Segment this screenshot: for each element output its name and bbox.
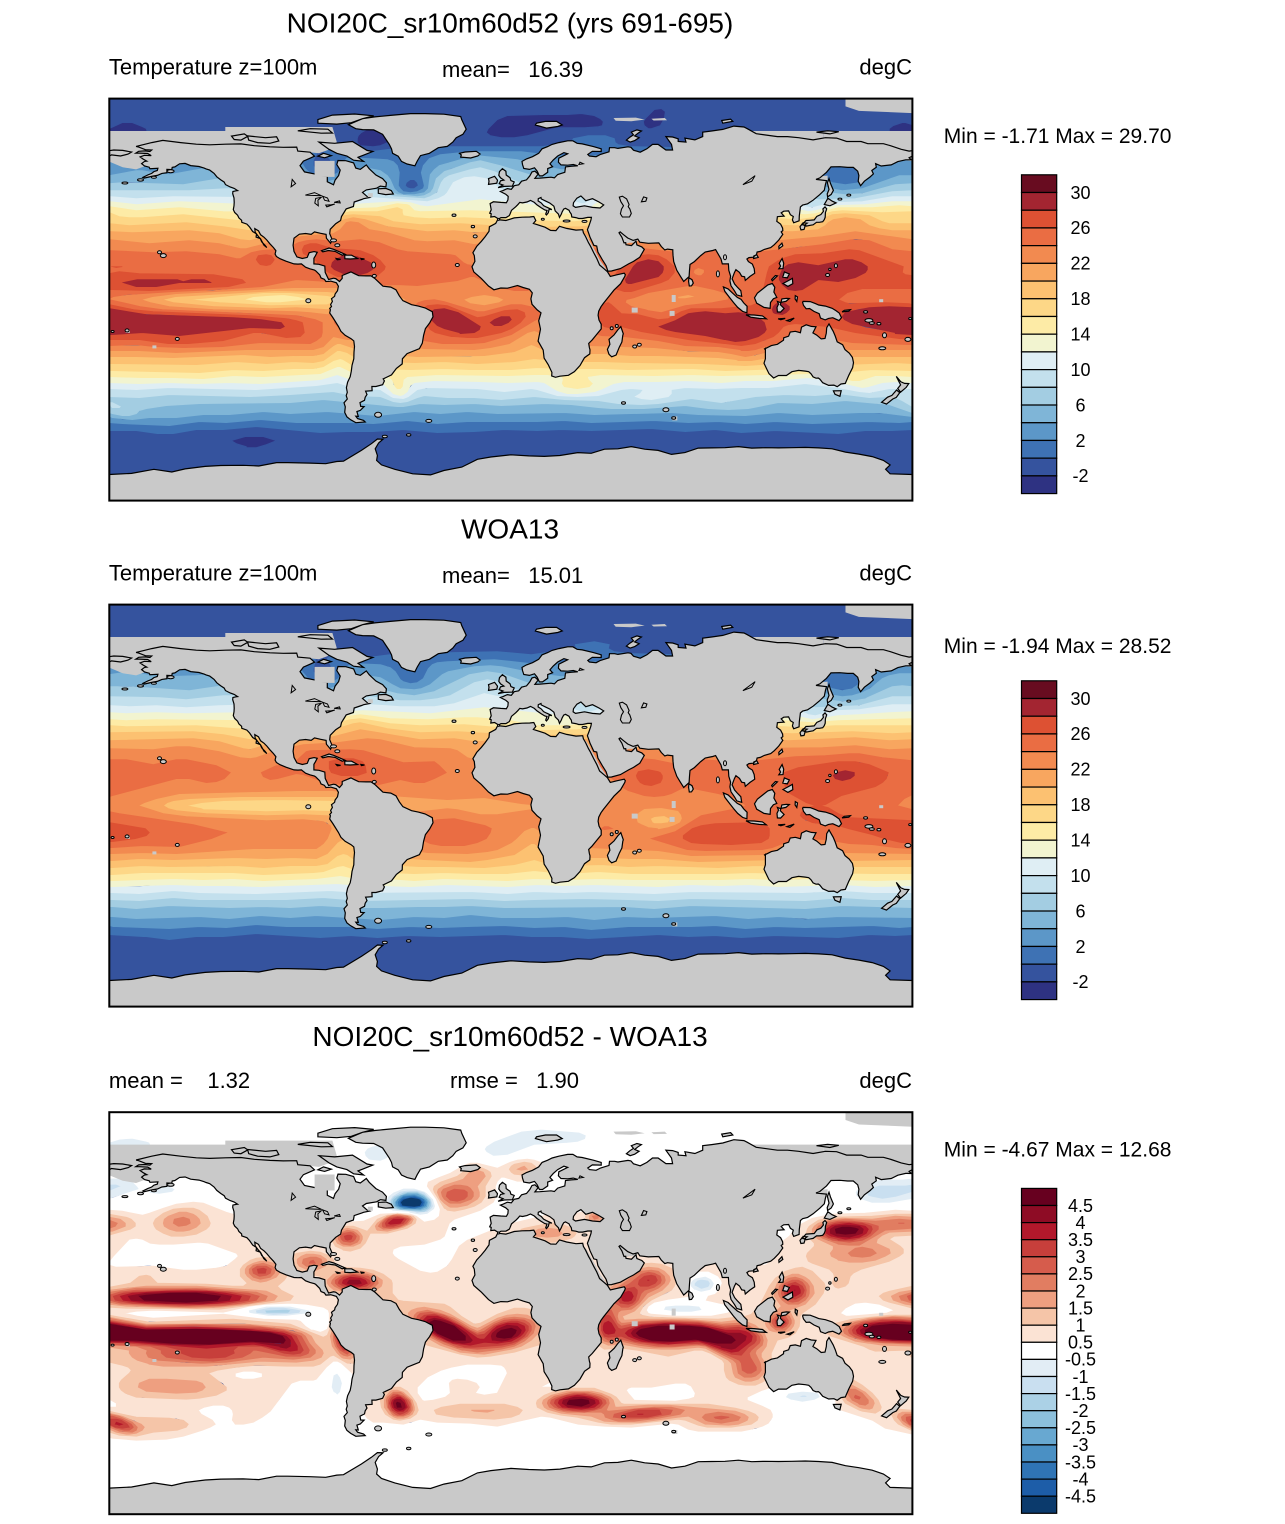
svg-text:6: 6 (1075, 901, 1085, 921)
svg-text:18: 18 (1070, 795, 1090, 815)
svg-text:rmse = 1.90: rmse = 1.90 (450, 1068, 579, 1093)
svg-text:6: 6 (1075, 395, 1085, 415)
svg-text:1.5: 1.5 (1068, 1298, 1093, 1318)
svg-text:-4: -4 (1072, 1469, 1088, 1489)
svg-text:Min = -1.71 Max = 29.70: Min = -1.71 Max = 29.70 (944, 125, 1172, 148)
svg-text:2: 2 (1075, 1281, 1085, 1301)
svg-text:22: 22 (1070, 254, 1090, 274)
svg-text:-2: -2 (1072, 466, 1088, 486)
svg-text:18: 18 (1070, 289, 1090, 309)
svg-text:-2: -2 (1072, 1401, 1088, 1421)
svg-text:mean= 16.39: mean= 16.39 (442, 57, 583, 82)
svg-text:mean = 1.32: mean = 1.32 (109, 1068, 250, 1093)
svg-text:mean= 15.01: mean= 15.01 (442, 563, 583, 588)
svg-text:NOI20C_sr10m60d52 - WOA13: NOI20C_sr10m60d52 - WOA13 (312, 1021, 707, 1052)
svg-text:Min = -1.94 Max = 28.52: Min = -1.94 Max = 28.52 (944, 635, 1172, 658)
svg-text:2.5: 2.5 (1068, 1264, 1093, 1284)
svg-text:NOI20C_sr10m60d52 (yrs 691-695: NOI20C_sr10m60d52 (yrs 691-695) (287, 8, 734, 39)
svg-text:30: 30 (1070, 183, 1090, 203)
svg-text:-3: -3 (1072, 1435, 1088, 1455)
svg-text:14: 14 (1070, 325, 1090, 345)
svg-text:2: 2 (1075, 431, 1085, 451)
svg-text:-3.5: -3.5 (1065, 1452, 1096, 1472)
svg-text:-1.5: -1.5 (1065, 1384, 1096, 1404)
svg-text:10: 10 (1070, 360, 1090, 380)
svg-text:4.5: 4.5 (1068, 1196, 1093, 1216)
svg-text:Temperature z=100m: Temperature z=100m (109, 561, 318, 586)
svg-text:WOA13: WOA13 (461, 514, 559, 545)
svg-text:26: 26 (1070, 724, 1090, 744)
svg-text:Min = -4.67 Max = 12.68: Min = -4.67 Max = 12.68 (944, 1139, 1172, 1162)
svg-text:10: 10 (1070, 866, 1090, 886)
svg-text:30: 30 (1070, 689, 1090, 709)
svg-text:-2: -2 (1072, 972, 1088, 992)
svg-text:3: 3 (1075, 1247, 1085, 1267)
svg-text:-2.5: -2.5 (1065, 1418, 1096, 1438)
svg-text:4: 4 (1075, 1213, 1085, 1233)
svg-text:0.5: 0.5 (1068, 1333, 1093, 1353)
svg-text:Temperature z=100m: Temperature z=100m (109, 55, 318, 80)
svg-text:2: 2 (1075, 937, 1085, 957)
svg-text:1: 1 (1075, 1316, 1085, 1336)
svg-text:degC: degC (859, 561, 912, 586)
svg-text:3.5: 3.5 (1068, 1230, 1093, 1250)
svg-text:14: 14 (1070, 831, 1090, 851)
svg-text:26: 26 (1070, 218, 1090, 238)
svg-text:22: 22 (1070, 760, 1090, 780)
svg-text:degC: degC (859, 1068, 912, 1093)
svg-text:degC: degC (859, 55, 912, 80)
svg-text:-4.5: -4.5 (1065, 1487, 1096, 1507)
svg-text:-0.5: -0.5 (1065, 1350, 1096, 1370)
svg-text:-1: -1 (1072, 1367, 1088, 1387)
